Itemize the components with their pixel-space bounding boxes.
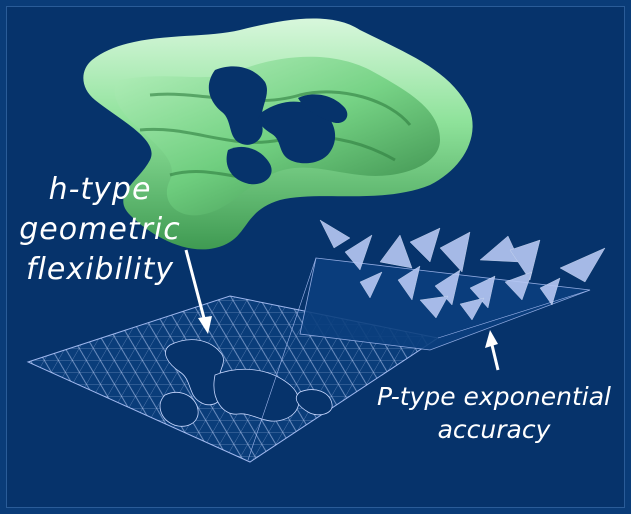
green-wave-surface bbox=[83, 18, 473, 250]
p-type-line-1: P-type exponential bbox=[377, 382, 611, 411]
h-type-line-2: geometric bbox=[19, 212, 181, 247]
p-type-line-2: accuracy bbox=[437, 415, 551, 444]
p-type-spike-plane bbox=[247, 219, 606, 461]
h-type-line-1: h-type bbox=[48, 172, 152, 207]
h-type-label: h-type geometric flexibility bbox=[0, 170, 200, 290]
h-type-arrow bbox=[184, 249, 212, 334]
p-type-arrow bbox=[485, 330, 500, 371]
p-type-label: P-type exponential accuracy bbox=[360, 380, 628, 446]
h-type-line-3: flexibility bbox=[25, 252, 174, 287]
